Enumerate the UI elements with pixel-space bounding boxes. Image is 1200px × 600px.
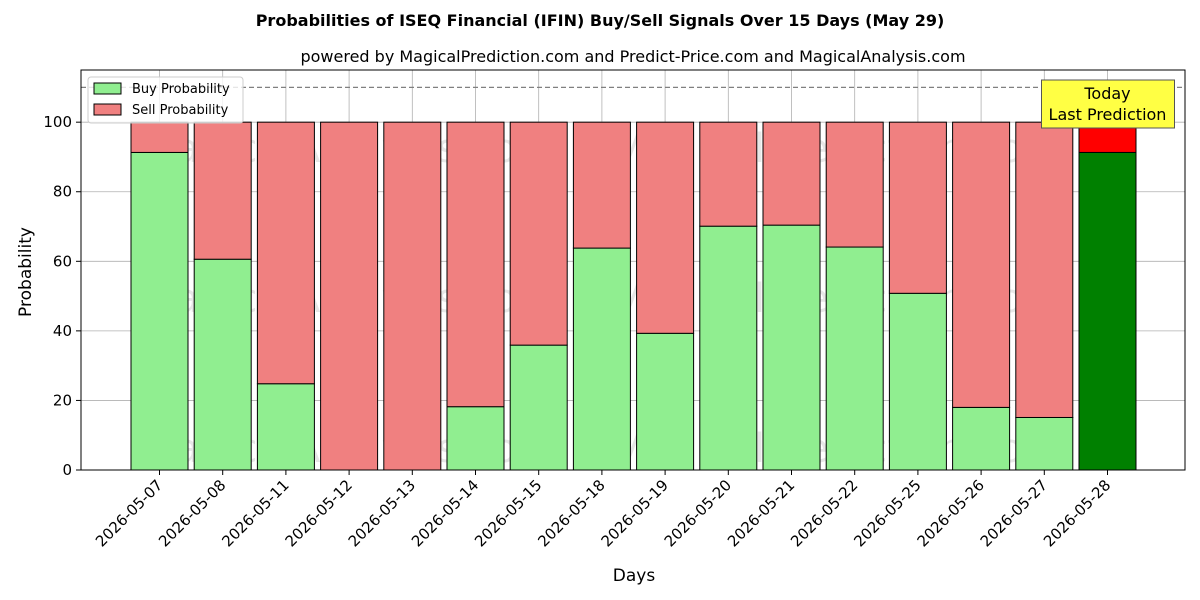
x-tick-label: 2026-05-18 xyxy=(534,476,608,550)
buy-bar xyxy=(1078,151,1137,471)
sell-bar xyxy=(1015,121,1074,418)
plot-frame xyxy=(80,69,1186,471)
x-tick-label: 2026-05-12 xyxy=(282,476,356,550)
sell-bar xyxy=(509,121,568,346)
legend-label: Sell Probability xyxy=(132,103,229,118)
x-tick-label: 2026-05-27 xyxy=(977,476,1051,550)
x-axis: 2026-05-072026-05-082026-05-112026-05-12… xyxy=(92,470,1114,550)
sell-bar xyxy=(256,121,315,385)
x-axis-label: Days xyxy=(613,566,656,586)
chart-title: Probabilities of ISEQ Financial (IFIN) B… xyxy=(256,11,945,30)
bars xyxy=(130,121,1137,471)
y-tick-label: 100 xyxy=(43,113,72,131)
buy-bar xyxy=(762,224,821,471)
x-tick-label: 2026-05-20 xyxy=(661,476,735,550)
today-label-line1: Today xyxy=(1083,84,1130,103)
buy-bar xyxy=(636,332,695,471)
y-tick-label: 60 xyxy=(53,252,72,270)
buy-bar xyxy=(699,225,758,471)
buy-bar xyxy=(825,246,884,471)
buy-bar xyxy=(572,247,631,471)
sell-bar xyxy=(383,121,442,471)
x-tick-label: 2026-05-22 xyxy=(787,476,861,550)
today-annotation: Today Last Prediction xyxy=(1041,79,1175,129)
chart-subtitle: powered by MagicalPrediction.com and Pre… xyxy=(300,47,965,66)
x-tick-label: 2026-05-15 xyxy=(471,476,545,550)
legend-box xyxy=(87,76,244,124)
x-tick-label: 2026-05-19 xyxy=(598,476,672,550)
today-label-line2: Last Prediction xyxy=(1049,105,1167,124)
x-tick-label: 2026-05-13 xyxy=(345,476,419,550)
legend-swatch xyxy=(93,103,122,116)
x-tick-label: 2026-05-11 xyxy=(218,476,292,550)
y-tick-label: 80 xyxy=(53,183,72,201)
buy-bar xyxy=(193,258,252,471)
y-tick-label: 20 xyxy=(53,391,72,409)
sell-bar xyxy=(446,121,505,408)
x-tick-label: 2026-05-28 xyxy=(1040,476,1114,550)
buy-bar xyxy=(130,151,189,471)
buy-bar xyxy=(509,344,568,471)
sell-bar xyxy=(636,121,695,334)
sell-bar xyxy=(699,121,758,227)
buy-bar xyxy=(446,406,505,471)
buy-bar xyxy=(888,292,947,471)
legend-label: Buy Probability xyxy=(132,82,230,97)
y-axis: 0 20 40 60 80 100 xyxy=(43,113,81,479)
sell-bar xyxy=(193,121,252,260)
x-tick-label: 2026-05-14 xyxy=(408,476,482,550)
sell-bar xyxy=(130,121,189,153)
sell-bar xyxy=(825,121,884,248)
x-tick-label: 2026-05-25 xyxy=(850,476,924,550)
y-axis-label: Probability xyxy=(16,227,36,317)
buy-bar xyxy=(256,383,315,471)
legend: Buy Probability Sell Probability xyxy=(87,76,244,124)
x-tick-label: 2026-05-08 xyxy=(155,476,229,550)
buy-bar xyxy=(1015,416,1074,471)
y-tick-label: 0 xyxy=(62,461,72,479)
y-tick-label: 40 xyxy=(53,322,72,340)
sell-bar xyxy=(952,121,1011,408)
x-tick-label: 2026-05-26 xyxy=(914,476,988,550)
sell-bar xyxy=(762,121,821,226)
sell-bar xyxy=(572,121,631,249)
x-tick-label: 2026-05-07 xyxy=(92,476,166,550)
x-tick-label: 2026-05-21 xyxy=(724,476,798,550)
sell-bar xyxy=(320,121,379,471)
buy-bar xyxy=(952,406,1011,471)
today-label-box xyxy=(1041,79,1175,129)
sell-bar xyxy=(888,121,947,294)
legend-swatch xyxy=(93,82,122,95)
